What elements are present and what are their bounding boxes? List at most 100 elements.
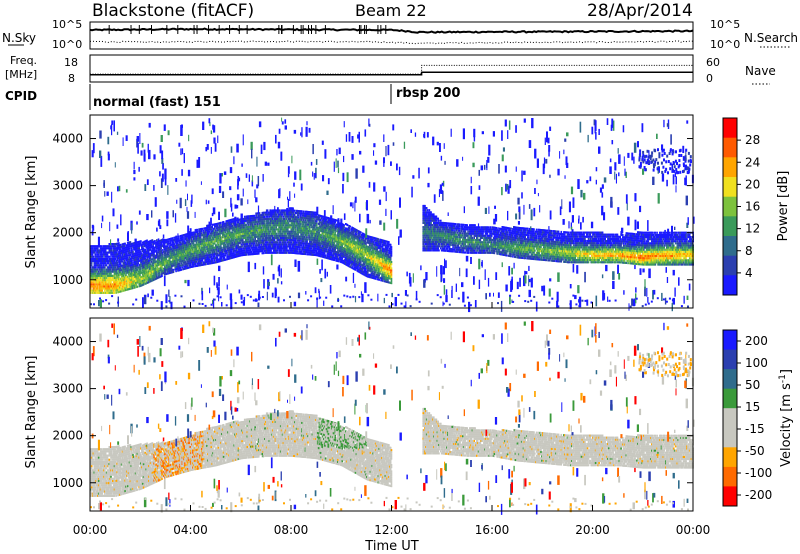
power-cell [94, 285, 96, 287]
power-cell [201, 245, 203, 247]
power-cell [92, 254, 94, 256]
power-cell [143, 284, 145, 286]
power-cell [172, 237, 174, 239]
power-cell [101, 245, 103, 247]
power-cell [281, 245, 283, 247]
power-cell [269, 237, 271, 239]
power-cell [131, 271, 133, 273]
power-cell [262, 250, 264, 252]
power-cell [189, 247, 191, 249]
power-cell [228, 245, 230, 247]
power-cell [226, 254, 228, 256]
power-cell [131, 262, 133, 264]
power-cell [244, 222, 246, 224]
power-cell [101, 277, 103, 279]
power-cell [165, 271, 167, 273]
cpid-mode-1: normal (fast) 151 [93, 95, 221, 110]
power-cell [221, 247, 223, 249]
noise-series-search [90, 41, 693, 44]
noise-panel-frame [90, 22, 693, 49]
power-cell [139, 279, 141, 281]
power-cell [115, 245, 117, 247]
power-cell [126, 253, 128, 255]
power-cell [301, 219, 303, 221]
power-cell [241, 244, 243, 246]
power-cell [307, 238, 309, 240]
power-cell [212, 245, 214, 247]
power-cell [229, 238, 231, 240]
power-cell [278, 237, 280, 239]
power-cell [94, 266, 96, 268]
power-cell [316, 250, 318, 252]
power-cell [256, 215, 258, 217]
power-cell [189, 241, 191, 243]
power-cell [116, 281, 118, 283]
power-cell [300, 215, 302, 217]
power-cell [174, 252, 176, 254]
power-cell [131, 247, 133, 249]
power-cell [303, 211, 305, 213]
power-cell [299, 246, 301, 248]
power-cell [120, 244, 122, 246]
power-cell [303, 223, 305, 225]
power-cell [97, 247, 99, 249]
power-cell [184, 240, 186, 242]
power-cell [212, 241, 214, 243]
power-cell [225, 231, 227, 233]
power-cell [161, 266, 163, 268]
power-cell [319, 223, 321, 225]
power-cell [165, 252, 167, 254]
power-cell [140, 251, 142, 253]
power-cell [305, 253, 307, 255]
power-cell [217, 231, 219, 233]
power-cell [109, 256, 111, 258]
power-cell [233, 233, 235, 235]
freq-tick-bottom: 8 [68, 72, 75, 85]
power-cell [301, 251, 303, 253]
power-cell [245, 237, 247, 239]
power-cell [96, 271, 98, 273]
power-cell [123, 275, 125, 277]
power-cell [137, 286, 139, 288]
power-cell [210, 252, 212, 254]
power-cell [260, 225, 262, 227]
power-cell [330, 235, 332, 237]
power-cell [124, 287, 126, 289]
power-cell [223, 221, 225, 223]
power-cell [129, 250, 131, 252]
power-cell [225, 244, 227, 246]
power-cell [247, 243, 249, 245]
power-cell [129, 256, 131, 258]
power-cell [263, 237, 265, 239]
power-cell [303, 240, 305, 242]
power-cell [99, 281, 101, 283]
power-cell [203, 230, 205, 232]
power-cell [326, 248, 328, 250]
power-cell [314, 226, 316, 228]
power-cell [321, 217, 323, 219]
power-cell [217, 257, 219, 259]
power-cell [159, 272, 161, 274]
freq-panel: Freq. [MHz] 18 8 60 0 Nave [5, 54, 776, 85]
power-cell [120, 271, 122, 273]
power-cell [195, 233, 197, 235]
power-cell [184, 259, 186, 261]
power-cell [287, 239, 289, 241]
power-cell [220, 224, 222, 226]
power-cell [108, 262, 110, 264]
power-cell [282, 214, 284, 216]
power-cell [209, 258, 211, 260]
power-cell [257, 225, 259, 227]
power-cell [300, 223, 302, 225]
power-cell [276, 250, 278, 252]
power-cell [274, 239, 276, 241]
power-cell [130, 254, 132, 256]
power-cell [256, 242, 258, 244]
cpid-panel: CPID normal (fast) 151 rbsp 200 [5, 84, 460, 110]
power-cell [282, 233, 284, 235]
power-cell [241, 248, 243, 250]
power-cell [303, 219, 305, 221]
power-cell [94, 252, 96, 254]
power-cell [98, 277, 100, 279]
power-cell [231, 223, 233, 225]
